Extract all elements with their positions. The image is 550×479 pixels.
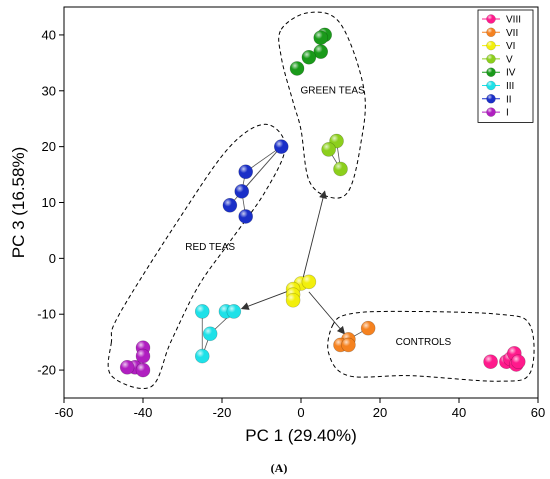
point-vii (360, 320, 376, 336)
legend-label-i: I (506, 108, 509, 119)
y-tick-label: 10 (42, 195, 56, 210)
point-i (135, 348, 151, 364)
y-axis: -20 -10 0 10 20 30 40 (37, 27, 64, 378)
point-iv (313, 44, 329, 59)
point-iii (226, 304, 242, 319)
point-iv (313, 30, 329, 46)
y-tick-label: -10 (37, 307, 56, 322)
point-viii (510, 354, 526, 369)
legend-label-ii: II (506, 94, 512, 105)
x-tick-label: -20 (213, 405, 232, 420)
y-tick-label: 0 (49, 251, 56, 266)
legend-label-viii: VIII (506, 15, 521, 26)
group-labels: GREEN TEAS RED TEAS CONTROLS (185, 86, 451, 348)
connector-ii (245, 146, 282, 173)
trend-arrow (300, 190, 327, 287)
y-axis-title: PC 3 (16.58%) (9, 147, 28, 259)
legend-box (477, 9, 534, 123)
legend-label-iv: IV (506, 68, 516, 79)
point-iii (194, 348, 210, 364)
point-ii (222, 197, 238, 213)
x-axis: -60 -40 -20 0 20 40 60 (55, 398, 545, 420)
point-iii (202, 326, 218, 342)
point-ii (238, 164, 253, 180)
point-viii (483, 354, 498, 369)
point-vi (285, 292, 301, 308)
group-label-controls: CONTROLS (396, 337, 452, 348)
x-tick-label: -40 (134, 405, 153, 420)
x-tick-label: 40 (452, 405, 466, 420)
group-label-red-teas: RED TEAS (185, 242, 235, 253)
point-i (119, 359, 135, 375)
legend-label-vi: VI (506, 41, 515, 52)
point-iv (301, 49, 317, 65)
group-outlines (107, 11, 535, 389)
x-tick-label: 0 (297, 405, 304, 420)
point-vii (341, 337, 356, 353)
outline-controls (327, 310, 535, 382)
y-tick-label: 40 (42, 27, 56, 42)
point-v (333, 161, 348, 177)
legend-label-v: V (506, 54, 513, 65)
data-points (119, 27, 526, 378)
panel-label: (A) (271, 461, 288, 475)
y-tick-label: 20 (42, 139, 56, 154)
point-i (135, 362, 151, 378)
point-iv (289, 61, 305, 76)
trend-arrows (240, 190, 346, 335)
point-iii (194, 304, 210, 319)
point-v (321, 142, 336, 157)
point-ii (238, 209, 253, 224)
outline-green-teas (278, 11, 366, 199)
legend-label-iii: III (506, 81, 514, 92)
trend-arrow (308, 291, 346, 335)
x-tick-label: -60 (55, 405, 74, 420)
group-label-green-teas: GREEN TEAS (300, 86, 365, 97)
y-tick-label: -20 (37, 363, 56, 378)
point-ii (234, 184, 250, 199)
point-vi (301, 274, 317, 290)
x-tick-label: 20 (373, 405, 387, 420)
x-axis-title: PC 1 (29.40%) (245, 426, 357, 445)
y-tick-label: 30 (42, 83, 56, 98)
legend-label-vii: VII (506, 28, 518, 39)
x-tick-label: 60 (531, 405, 545, 420)
outline-red-teas (107, 123, 286, 389)
point-ii (273, 139, 289, 154)
